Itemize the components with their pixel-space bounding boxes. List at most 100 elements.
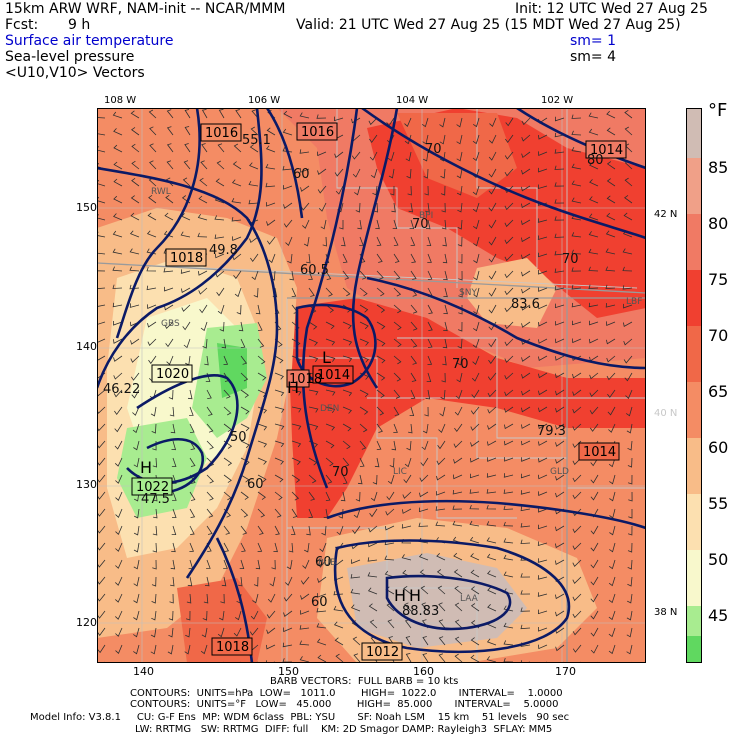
wind-barb bbox=[112, 230, 123, 238]
wind-barb bbox=[274, 491, 283, 501]
wind-barb bbox=[215, 270, 225, 278]
valid-time: Valid: 21 UTC Wed 27 Aug 25 (15 MDT Wed … bbox=[296, 17, 681, 33]
wind-barb bbox=[374, 457, 380, 468]
wind-barb bbox=[454, 636, 463, 646]
wind-barb bbox=[166, 126, 174, 136]
wind-barb bbox=[606, 372, 616, 381]
model-info-line2: LW: RRTMG SW: RRTMG DIFF: full KM: 2D Sm… bbox=[135, 724, 553, 735]
wind-barb bbox=[189, 525, 195, 535]
wind-barb bbox=[113, 195, 123, 204]
wind-barb bbox=[169, 593, 174, 604]
wind-barb bbox=[234, 610, 242, 621]
wind-barb bbox=[359, 270, 367, 280]
wind-barb bbox=[606, 321, 616, 326]
wind-barb bbox=[240, 338, 246, 348]
wind-barb bbox=[538, 304, 548, 310]
wind-barb bbox=[436, 474, 446, 481]
wind-barb bbox=[240, 355, 248, 365]
wind-barb bbox=[628, 491, 633, 502]
wind-barb bbox=[410, 338, 418, 348]
wind-barb bbox=[257, 457, 267, 465]
colorbar-tick: 80 bbox=[708, 214, 729, 233]
wind-barb bbox=[487, 389, 497, 398]
wind-barb bbox=[200, 160, 208, 170]
wind-barb bbox=[503, 538, 514, 544]
wind-barb bbox=[605, 230, 616, 238]
wind-barb bbox=[368, 603, 378, 612]
wind-barb bbox=[537, 609, 548, 615]
wind-barb bbox=[274, 389, 285, 397]
wind-barb bbox=[316, 114, 327, 119]
wind-barb bbox=[537, 575, 548, 580]
wind-barb bbox=[283, 627, 293, 633]
high-low-markers: L H H H H bbox=[140, 348, 421, 605]
wind-barb bbox=[197, 213, 208, 221]
wind-barb bbox=[182, 177, 191, 187]
isobar-1016 bbox=[97, 166, 279, 579]
wind-barb bbox=[486, 537, 497, 544]
wind-barb bbox=[504, 338, 514, 347]
wind-barb bbox=[236, 304, 242, 315]
wind-barb bbox=[342, 253, 348, 263]
wind-barb bbox=[257, 321, 263, 331]
wind-barb bbox=[97, 321, 106, 325]
wind-barb bbox=[607, 406, 616, 416]
wind-barb bbox=[406, 440, 412, 451]
wind-barb bbox=[240, 372, 249, 382]
wind-barb bbox=[253, 287, 259, 298]
wind-barb bbox=[457, 338, 463, 349]
field-pressure: Sea-level pressure bbox=[5, 49, 135, 65]
wind-barb bbox=[285, 576, 293, 586]
wind-barb bbox=[442, 253, 448, 264]
grid-x-150: 150 bbox=[278, 665, 299, 678]
wind-barb bbox=[410, 236, 416, 246]
wind-barb bbox=[623, 321, 633, 328]
wind-barb bbox=[588, 213, 599, 221]
wind-barb bbox=[148, 194, 157, 204]
wind-barb bbox=[589, 196, 599, 204]
wind-barb bbox=[487, 457, 497, 462]
wind-barb bbox=[368, 117, 378, 126]
wind-barb bbox=[266, 202, 276, 207]
wind-barb bbox=[325, 406, 336, 414]
wind-barb bbox=[219, 610, 225, 621]
wind-barb bbox=[503, 521, 514, 527]
wind-barb bbox=[185, 627, 191, 638]
wind-barb bbox=[538, 134, 548, 140]
wind-barb bbox=[623, 212, 633, 221]
wind-barb bbox=[350, 588, 361, 595]
wind-barb bbox=[223, 559, 228, 569]
wind-barb bbox=[436, 491, 446, 496]
wind-barb bbox=[609, 542, 616, 553]
wind-barb bbox=[283, 185, 293, 190]
wind-barb bbox=[146, 285, 157, 291]
wind-barb bbox=[240, 440, 250, 449]
wind-barb bbox=[503, 473, 514, 478]
wind-barb bbox=[538, 474, 548, 480]
wind-barb bbox=[503, 640, 514, 646]
pressure-contour-info: CONTOURS: UNITS=hPa LOW= 1011.0 HIGH= 10… bbox=[130, 688, 563, 699]
wind-barb bbox=[334, 168, 344, 177]
wind-barb bbox=[520, 523, 531, 528]
wind-barb bbox=[521, 423, 531, 429]
isobar-1014 bbox=[351, 108, 399, 389]
wind-barb bbox=[201, 109, 208, 119]
wind-barb bbox=[554, 303, 565, 309]
wind-barb bbox=[472, 185, 480, 196]
wind-barb bbox=[342, 287, 351, 297]
wind-barb bbox=[223, 423, 232, 433]
wind-barb bbox=[439, 151, 446, 162]
wind-barb bbox=[233, 143, 242, 153]
wind-barb bbox=[189, 440, 196, 450]
wind-barb bbox=[427, 253, 432, 263]
lon-label-106w: 106 W bbox=[248, 95, 281, 106]
wind-barb bbox=[220, 593, 225, 604]
wind-barb bbox=[588, 231, 599, 238]
wind-barb bbox=[410, 270, 417, 280]
wind-barb bbox=[317, 593, 327, 598]
wind-barb bbox=[609, 474, 616, 485]
wind-barb bbox=[422, 653, 429, 663]
wind-barb bbox=[418, 507, 429, 513]
wind-barb bbox=[257, 440, 268, 448]
wind-barb bbox=[469, 504, 480, 510]
